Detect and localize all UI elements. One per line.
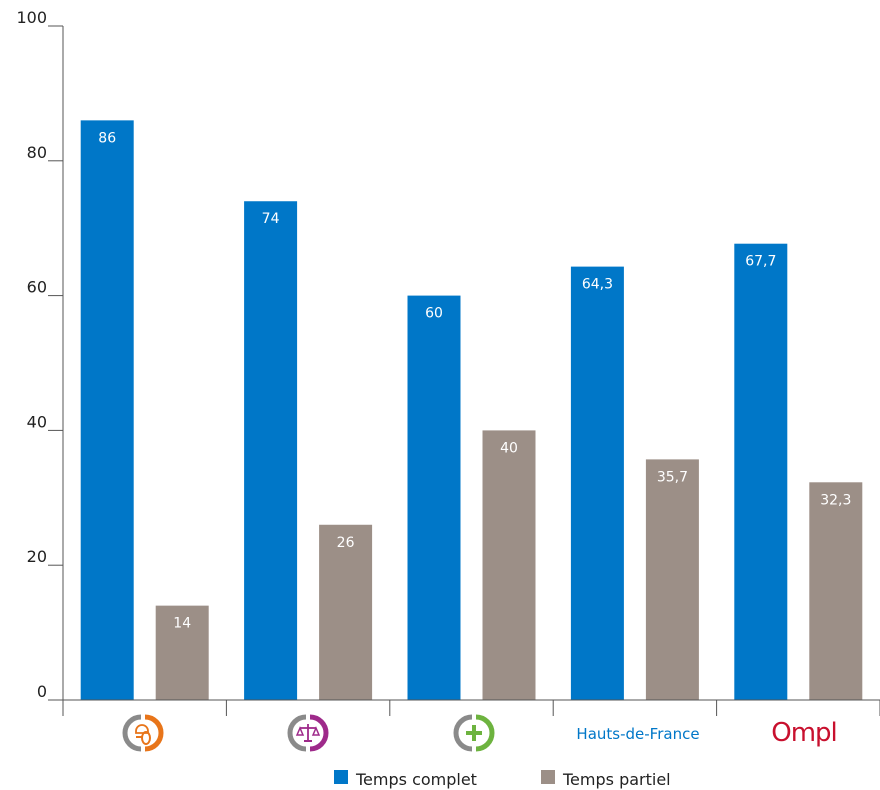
- bar-temps-complet: [407, 295, 461, 700]
- data-label: 35,7: [657, 469, 688, 485]
- bars: [80, 120, 863, 701]
- data-label: 86: [98, 130, 116, 146]
- bar-temps-partiel: [319, 524, 373, 700]
- y-tick-label: 100: [16, 8, 47, 27]
- bar-temps-partiel: [645, 459, 699, 700]
- bar-temps-partiel: [482, 430, 536, 700]
- bar-temps-complet: [734, 243, 788, 700]
- bar-temps-partiel: [809, 482, 863, 700]
- y-axis: 0 20 40 60 80 100: [16, 8, 64, 701]
- bar-temps-partiel: [155, 605, 209, 700]
- bar-temps-complet: [570, 266, 624, 700]
- ompl-logo-icon: Ompl: [771, 718, 837, 748]
- data-label: 74: [262, 211, 280, 227]
- legend-label-temps-partiel: Temps partiel: [562, 770, 671, 789]
- x-axis: [62, 699, 880, 716]
- category-icon-juridique: [287, 714, 329, 752]
- bar-temps-complet: [80, 120, 134, 701]
- y-tick-label: 60: [27, 278, 47, 297]
- legend-swatch-temps-complet: [334, 770, 348, 784]
- data-label: 60: [425, 306, 443, 322]
- category-label: Hauts-de-France: [576, 725, 699, 743]
- category-icon-cadre-de-vie-technique: [122, 714, 164, 752]
- y-tick-label: 80: [27, 143, 47, 162]
- data-label: 32,3: [820, 492, 851, 508]
- legend: Temps complet Temps partiel: [334, 770, 671, 789]
- legend-label-temps-complet: Temps complet: [355, 770, 477, 789]
- data-label: 14: [173, 616, 191, 632]
- data-label: 64,3: [582, 277, 613, 293]
- y-tick-label: 40: [27, 412, 47, 431]
- value-labels: 86 14 74 26 60 40 64,3 35,7 67,7 32,3: [98, 130, 851, 631]
- data-label: 67,7: [745, 254, 776, 270]
- y-tick-label: 0: [37, 682, 47, 701]
- bar-temps-complet: [244, 201, 298, 701]
- data-label: 40: [500, 440, 518, 456]
- data-label: 26: [337, 535, 355, 551]
- category-icon-sante: [453, 714, 495, 752]
- y-tick-label: 20: [27, 547, 47, 566]
- legend-swatch-temps-partiel: [541, 770, 555, 784]
